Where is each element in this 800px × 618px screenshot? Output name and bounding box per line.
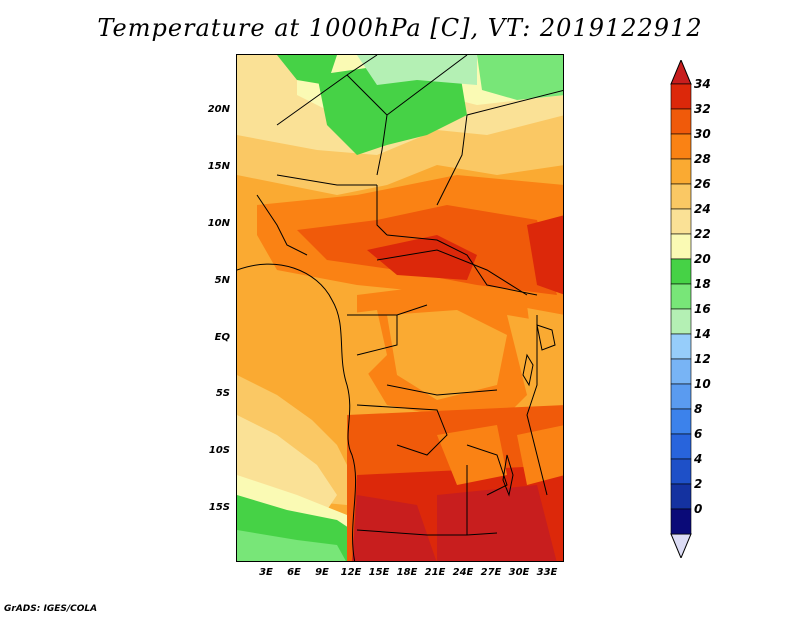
color-bar-label: 22 (694, 227, 711, 241)
color-bar-label: 16 (694, 302, 711, 316)
color-bar (670, 60, 692, 558)
color-bar-swatch (670, 283, 692, 310)
color-bar-swatch (670, 183, 692, 210)
lat-label: EQ (214, 332, 230, 343)
lat-label: 15N (207, 161, 230, 172)
color-bar-label: 14 (694, 327, 711, 341)
color-bar-label: 0 (694, 502, 703, 516)
lat-label: 5S (215, 388, 230, 399)
color-bar-swatch (670, 383, 692, 410)
lat-label: 5N (214, 275, 230, 286)
color-bar-label: 24 (694, 202, 711, 216)
color-bar-label: 34 (694, 77, 711, 91)
lon-label: 18E (396, 567, 418, 578)
color-bar-swatch (670, 458, 692, 485)
color-bar-swatch (670, 483, 692, 510)
color-bar-label: 6 (694, 427, 703, 441)
lon-label: 27E (480, 567, 502, 578)
color-bar-label: 8 (694, 402, 703, 416)
lon-label: 24E (452, 567, 474, 578)
color-bar-swatch (670, 358, 692, 385)
color-bar-swatch (670, 208, 692, 235)
color-bar-swatch (670, 433, 692, 460)
lon-label: 15E (368, 567, 390, 578)
color-bar-swatch (670, 83, 692, 110)
color-bar-label: 30 (694, 127, 711, 141)
color-bar-swatch (670, 158, 692, 185)
lat-label: 10S (208, 445, 230, 456)
color-bar-swatch (670, 333, 692, 360)
lon-label: 21E (424, 567, 446, 578)
color-bar-swatch (670, 408, 692, 435)
color-bar-min-arrow (670, 533, 692, 558)
color-bar-swatch (670, 233, 692, 260)
color-bar-swatch (670, 308, 692, 335)
lat-label: 10N (207, 218, 230, 229)
lat-label: 15S (208, 502, 230, 513)
color-bar-label: 28 (694, 152, 711, 166)
color-bar-label: 18 (694, 277, 711, 291)
color-bar-swatch (670, 258, 692, 285)
color-bar-label: 4 (694, 452, 703, 466)
lon-label: 6E (287, 567, 301, 578)
footer-credit: GrADS: IGES/COLA (4, 604, 98, 614)
color-bar-label: 26 (694, 177, 711, 191)
color-bar-label: 10 (694, 377, 711, 391)
lon-label: 12E (340, 567, 362, 578)
lon-label: 9E (315, 567, 329, 578)
color-bar-swatch (670, 133, 692, 160)
lat-label: 20N (207, 104, 230, 115)
lon-label: 30E (508, 567, 530, 578)
color-bar-label: 32 (694, 102, 711, 116)
map-title: Temperature at 1000hPa [C], VT: 20191229… (97, 14, 703, 42)
color-bar-label: 12 (694, 352, 711, 366)
color-bar-label: 20 (694, 252, 711, 266)
color-bar-max-arrow (670, 60, 692, 85)
lon-label: 33E (536, 567, 558, 578)
temperature-field (237, 55, 563, 561)
lon-label: 3E (259, 567, 273, 578)
color-bar-swatch (670, 108, 692, 135)
color-bar-swatch (670, 508, 692, 535)
temperature-map (236, 54, 564, 562)
color-bar-label: 2 (694, 477, 703, 491)
